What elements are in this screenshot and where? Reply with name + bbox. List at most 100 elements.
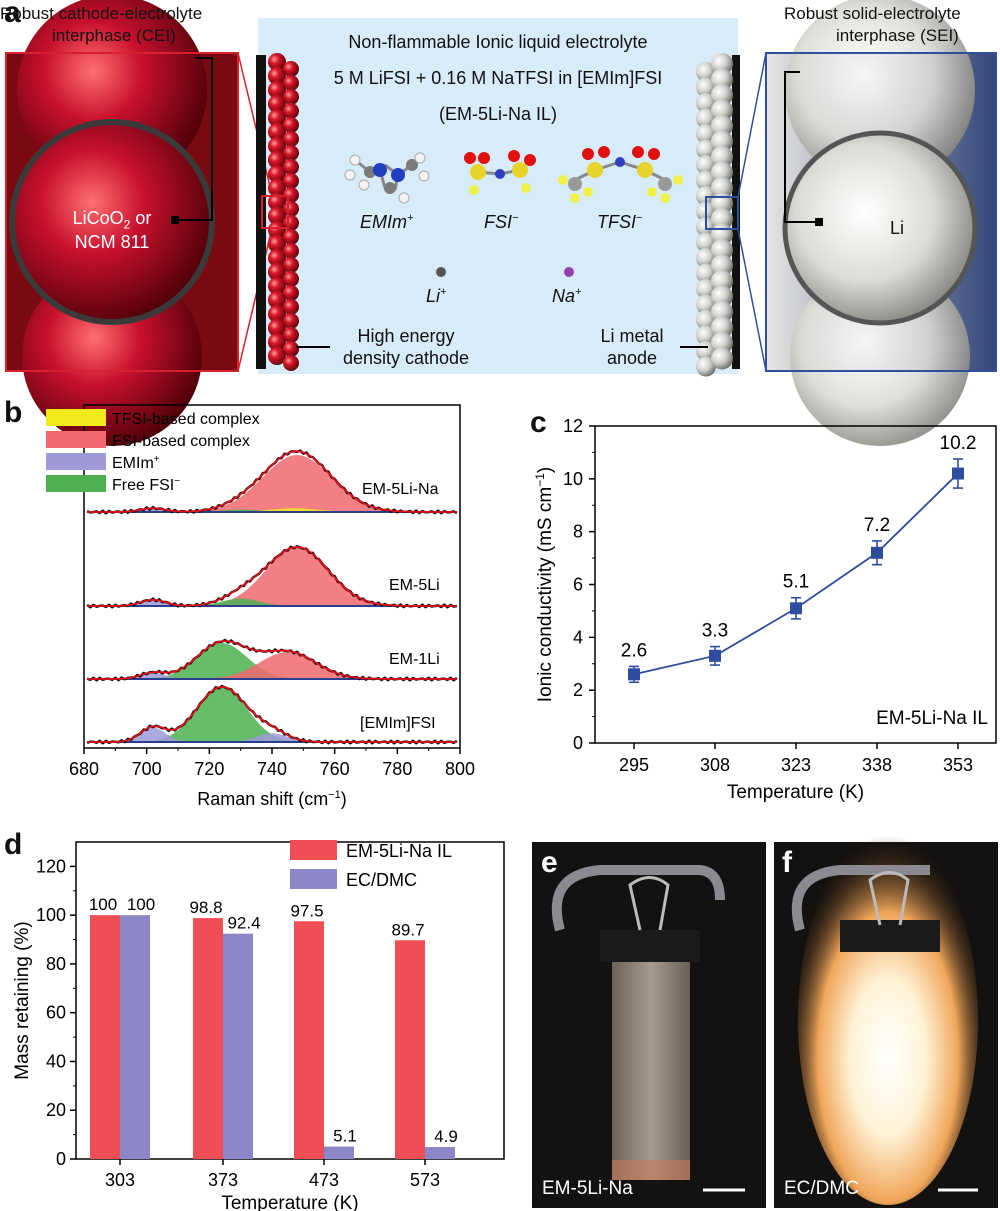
cathode-particle <box>268 333 286 351</box>
conductivity-point <box>709 649 721 662</box>
electrolyte-formula: 5 M LiFSI + 0.16 M NaTFSI in [EMIm]FSI <box>333 68 663 88</box>
anode-zoom-box <box>765 0 997 446</box>
anode-particle <box>711 301 733 323</box>
cathode-particle <box>268 165 286 183</box>
cathode-particle <box>283 285 299 301</box>
raman-legend-label: EMIm+ <box>112 454 160 472</box>
conductivity-y-tick-label: 0 <box>573 733 583 753</box>
conductivity-y-tick-label: 2 <box>573 680 583 700</box>
anode-particle <box>696 124 716 144</box>
anode-particle <box>696 62 716 82</box>
cathode-particle <box>283 131 299 147</box>
cathode-particle <box>268 67 286 85</box>
raman-legend-label: FSI-based complex <box>112 433 250 450</box>
conductivity-x-tick-label: 353 <box>943 755 973 775</box>
conductivity-x-tick-label: 295 <box>619 755 649 775</box>
cathode-particle <box>268 81 286 99</box>
raman-fit-spectrum <box>87 640 457 680</box>
anode-particle <box>711 99 733 122</box>
anode-caption-line2: anode <box>606 348 658 368</box>
raman-x-tick-label: 800 <box>445 759 475 779</box>
mass-legend-swatch <box>290 840 337 860</box>
fsi-label: FSI− <box>484 212 519 232</box>
conductivity-point <box>952 467 964 480</box>
mass-y-tick-label: 100 <box>36 905 66 925</box>
mass-bar <box>294 921 324 1159</box>
cathode-particle <box>268 249 286 267</box>
raman-component-area <box>84 598 460 606</box>
conductivity-x-tick-label: 308 <box>700 755 730 775</box>
mass-bar <box>395 940 425 1159</box>
anode-particle <box>711 115 733 137</box>
raman-spectrum-label: EM-5Li <box>389 577 440 594</box>
mass-x-tick-label: 473 <box>309 1170 339 1190</box>
anode-particle <box>696 263 716 284</box>
conductivity-annotation: EM-5Li-Na IL <box>876 708 988 729</box>
sei-label-line2: interphase (SEI) <box>836 26 959 45</box>
mass-legend-label: EC/DMC <box>346 870 417 890</box>
mass-y-tick-label: 60 <box>46 1003 66 1023</box>
mass-x-tick-label: 303 <box>105 1170 135 1190</box>
electrolyte-name: (EM-5Li-Na IL) <box>438 104 558 124</box>
conductivity-y-tick-label: 10 <box>563 469 583 489</box>
li-ion-label: Li+ <box>426 286 447 306</box>
cathode-particle <box>283 313 299 329</box>
photo-e-caption: EM-5Li-Na <box>542 1178 633 1199</box>
cathode-zoom-box <box>5 0 239 446</box>
anode-particle <box>696 93 716 113</box>
anode-particle <box>696 170 716 191</box>
conductivity-x-axis-label: Temperature (K) <box>727 782 864 803</box>
anode-particle <box>711 130 733 153</box>
cathode-particle <box>283 117 299 133</box>
sei-label-line1: Robust solid-electrolyte <box>784 4 961 23</box>
anode-particle <box>711 68 733 91</box>
mass-y-tick-label: 120 <box>36 856 66 876</box>
li-ion-icon <box>436 267 446 277</box>
cathode-particle <box>283 299 299 315</box>
conductivity-y-axis-label: Ionic conductivity (mS cm−1) <box>533 467 556 702</box>
cathode-particle <box>268 53 286 71</box>
cathode-particle <box>283 243 299 259</box>
raman-component-area <box>84 508 460 512</box>
raman-component-area <box>84 599 460 606</box>
mass-bar <box>120 915 150 1159</box>
mass-bar <box>90 915 120 1159</box>
mass-bar-value-label: 89.7 <box>391 920 424 939</box>
cathode-particle <box>268 193 286 211</box>
anode-particle <box>711 177 733 199</box>
tfsi-molecule-icon <box>558 146 683 203</box>
mass-bar <box>324 1146 354 1159</box>
cathode-particle <box>283 327 299 343</box>
raman-x-tick-label: 760 <box>320 759 350 779</box>
raman-component-area <box>84 454 460 512</box>
raman-x-tick-label: 700 <box>132 759 162 779</box>
mass-y-tick-label: 20 <box>46 1100 66 1120</box>
cathode-particle <box>283 159 299 175</box>
mass-bar-value-label: 98.8 <box>189 898 222 917</box>
cathode-particle <box>283 257 299 273</box>
raman-component-area <box>84 727 460 742</box>
mass-y-tick-label: 80 <box>46 954 66 974</box>
raman-legend-swatch <box>46 453 106 470</box>
na-ion-icon <box>564 267 574 277</box>
cathode-particle-label-line1: LiCoO2 or <box>72 208 152 232</box>
mass-legend-swatch <box>290 869 337 889</box>
raman-x-tick-label: 680 <box>69 759 99 779</box>
cathode-particle <box>283 145 299 161</box>
mass-bar-value-label: 92.4 <box>227 914 260 933</box>
cathode-particle <box>268 151 286 169</box>
anode-particle <box>711 53 733 75</box>
panel-label-d: d <box>4 828 23 861</box>
cathode-particle <box>268 347 286 365</box>
cathode-particle-label-line2: NCM 811 <box>74 232 150 252</box>
anode-particle <box>711 270 733 292</box>
conductivity-y-tick-label: 4 <box>573 627 583 647</box>
raman-legend-swatch <box>46 431 106 448</box>
cathode-particles <box>268 53 299 371</box>
cathode-particle <box>268 95 286 113</box>
mass-legend-label: EM-5Li-Na IL <box>346 841 452 861</box>
anode-particle <box>711 208 733 230</box>
photo-f <box>774 835 998 1208</box>
